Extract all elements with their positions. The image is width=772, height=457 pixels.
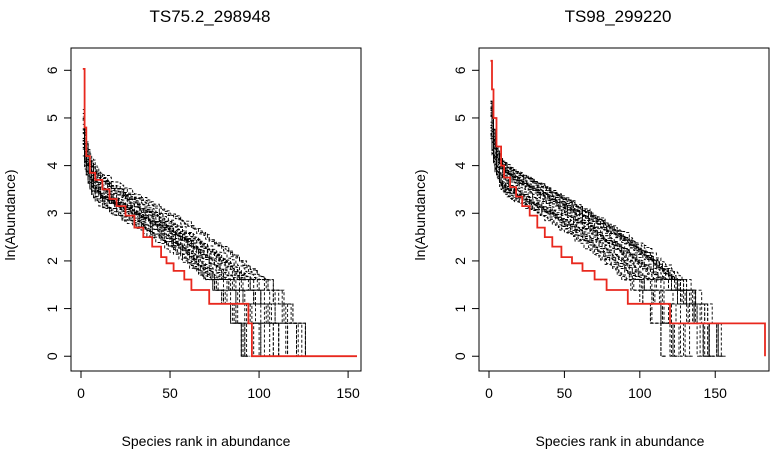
simulated-series-line — [82, 132, 279, 357]
simulated-series-line — [490, 124, 678, 357]
chart-title: TS75.2_298948 — [150, 7, 271, 26]
y-tick-label: 5 — [44, 114, 60, 122]
simulated-series-line — [490, 126, 666, 357]
plot-area — [82, 68, 357, 358]
x-tick-label: 150 — [336, 385, 360, 401]
simulated-series-line — [82, 140, 268, 357]
simulated-series-line — [82, 129, 258, 357]
y-tick-label: 1 — [452, 304, 468, 312]
y-axis-label: ln(Abundance) — [412, 169, 428, 260]
simulated-series-line — [490, 115, 722, 357]
y-tick-label: 2 — [44, 257, 60, 265]
chart-panel-right: TS98_299220 Species rank in abundance ln… — [412, 7, 770, 449]
simulated-series-line — [82, 119, 249, 357]
simulated-series-line — [490, 107, 728, 357]
y-tick-label: 4 — [452, 162, 468, 170]
simulated-series-line — [490, 106, 716, 357]
y-tick-label: 6 — [452, 66, 468, 74]
x-tick-label: 100 — [247, 385, 271, 401]
y-tick-label: 2 — [452, 257, 468, 265]
x-axis-label: Species rank in abundance — [122, 433, 291, 449]
y-tick-label: 5 — [452, 114, 468, 122]
simulated-series-line — [82, 123, 247, 357]
simulated-series-line — [82, 146, 247, 357]
simulated-series-line — [490, 115, 687, 357]
simulated-series-line — [490, 106, 710, 357]
plot-frame — [478, 47, 770, 372]
x-tick-label: 0 — [485, 385, 493, 401]
simulated-series-line — [490, 102, 713, 357]
y-tick-label: 0 — [44, 352, 60, 360]
x-tick-label: 100 — [628, 385, 652, 401]
plot-frame — [70, 47, 362, 372]
simulated-series-line — [82, 147, 267, 357]
x-tick-label: 50 — [557, 385, 573, 401]
simulated-series-line — [82, 116, 258, 357]
simulated-series-line — [82, 144, 306, 357]
simulated-series-line — [82, 148, 284, 357]
x-axis-label: Species rank in abundance — [536, 433, 705, 449]
simulated-series-line — [82, 140, 245, 357]
observed-series-line — [490, 59, 766, 357]
plot-area — [490, 59, 766, 357]
simulated-series-line — [82, 128, 293, 357]
chart-title: TS98_299220 — [565, 7, 672, 26]
simulated-series-line — [490, 109, 723, 357]
x-tick-label: 150 — [704, 385, 728, 401]
simulated-series-line — [82, 119, 311, 357]
simulated-series-line — [490, 108, 673, 357]
y-tick-label: 0 — [452, 352, 468, 360]
simulated-series-line — [490, 125, 711, 357]
simulated-series-line — [490, 112, 716, 357]
simulated-series-line — [82, 119, 265, 357]
chart-panel-left: TS75.2_298948 Species rank in abundance … — [2, 7, 362, 449]
y-tick-label: 6 — [44, 66, 60, 74]
simulated-series-line — [82, 109, 300, 357]
simulated-series-line — [490, 109, 682, 357]
y-tick-label: 3 — [44, 209, 60, 217]
simulated-series-line — [82, 139, 293, 357]
y-axis-label: ln(Abundance) — [2, 169, 18, 260]
simulated-series-line — [82, 140, 293, 357]
simulated-series-line — [82, 143, 304, 357]
simulated-series-line — [490, 127, 678, 357]
observed-series-line — [82, 68, 357, 358]
simulated-series-line — [490, 109, 695, 357]
y-tick-label: 1 — [44, 304, 60, 312]
x-tick-label: 50 — [162, 385, 178, 401]
x-tick-label: 0 — [77, 385, 85, 401]
simulated-series-line — [490, 132, 667, 357]
simulated-series-line — [82, 117, 311, 357]
simulated-series-line — [82, 138, 245, 357]
simulated-series-line — [490, 121, 723, 357]
y-tick-label: 3 — [452, 209, 468, 217]
simulated-series-line — [490, 127, 708, 357]
y-tick-label: 4 — [44, 162, 60, 170]
simulated-series-line — [490, 138, 679, 357]
simulated-series-line — [490, 100, 710, 357]
simulated-series-line — [490, 130, 689, 357]
